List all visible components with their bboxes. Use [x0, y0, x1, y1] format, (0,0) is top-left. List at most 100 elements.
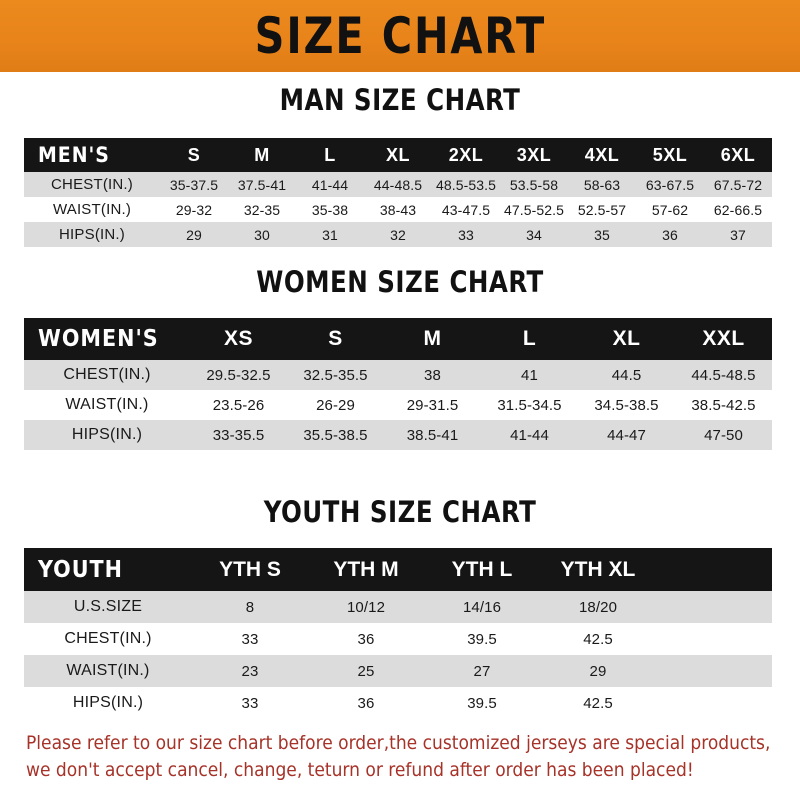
table-row: CHEST(IN.) 35-37.5 37.5-41 41-44 44-48.5…: [24, 172, 772, 197]
youth-ussize-s: 8: [245, 598, 255, 616]
youth-ussize-l: 14/16: [462, 598, 502, 616]
men-size-table: MEN'S S M L XL 2XL 3XL 4XL 5XL 6XL CHEST…: [24, 138, 772, 247]
women-row-label-waist: WAIST(IN.): [65, 396, 149, 413]
table-row: U.S.SIZE 8 10/12 14/16 18/20: [24, 591, 772, 623]
women-waist-xs: 23.5-26: [212, 396, 265, 414]
women-size-header-xs: XS: [223, 327, 253, 350]
men-chest-m: 37.5-41: [237, 176, 287, 193]
youth-size-table: YOUTH YTH S YTH M YTH L YTH XL U.S.SIZE …: [24, 548, 772, 719]
women-row-label-chest: CHEST(IN.): [63, 366, 151, 383]
men-waist-m: 32-35: [243, 201, 281, 218]
women-size-table: WOMEN'S XS S M L XL XXL CHEST(IN.) 29.5-…: [24, 318, 772, 450]
men-waist-3xl: 47.5-52.5: [503, 201, 565, 218]
note-line-2: we don't accept cancel, change, teturn o…: [26, 759, 694, 781]
table-row: CHEST(IN.) 33 36 39.5 42.5: [24, 623, 772, 655]
youth-size-header-s: YTH S: [219, 557, 281, 581]
women-chest-s: 32.5-35.5: [303, 366, 368, 384]
note-line-1: Please refer to our size chart before or…: [26, 732, 771, 754]
youth-waist-empty: [656, 655, 772, 687]
youth-row-label-waist: WAIST(IN.): [66, 662, 150, 679]
men-size-header-xl: XL: [385, 144, 410, 165]
youth-waist-xl: 29: [589, 662, 607, 680]
youth-corner-label: YOUTH: [38, 556, 123, 583]
women-hips-s: 35.5-38.5: [303, 426, 368, 444]
women-size-header-m: M: [423, 327, 442, 350]
women-chest-xl: 44.5: [611, 366, 642, 384]
youth-row-label-chest: CHEST(IN.): [64, 630, 152, 647]
table-row: WAIST(IN.) 23.5-26 26-29 29-31.5 31.5-34…: [24, 390, 772, 420]
table-row: WAIST(IN.) 29-32 32-35 35-38 38-43 43-47…: [24, 197, 772, 222]
page-title: SIZE CHART: [254, 7, 546, 65]
men-size-header-2xl: 2XL: [448, 144, 484, 165]
men-table-header-row: MEN'S S M L XL 2XL 3XL 4XL 5XL 6XL: [24, 138, 772, 172]
men-size-header-6xl: 6XL: [720, 144, 756, 165]
women-row-label-hips: HIPS(IN.): [71, 426, 143, 443]
youth-chest-l: 39.5: [467, 630, 497, 648]
men-waist-l: 35-38: [311, 201, 349, 218]
table-row: HIPS(IN.) 29 30 31 32 33 34 35 36 37: [24, 222, 772, 247]
women-waist-xxl: 38.5-42.5: [691, 396, 756, 414]
men-waist-s: 29-32: [175, 201, 213, 218]
women-waist-l: 31.5-34.5: [497, 396, 562, 414]
men-waist-2xl: 43-47.5: [441, 201, 491, 218]
men-size-header-3xl: 3XL: [516, 144, 552, 165]
men-waist-6xl: 62-66.5: [713, 201, 763, 218]
women-hips-l: 41-44: [510, 426, 549, 444]
youth-size-header-l: YTH L: [451, 557, 513, 581]
men-size-header-l: L: [324, 144, 336, 165]
women-chest-xs: 29.5-32.5: [206, 366, 271, 384]
table-row: HIPS(IN.) 33 36 39.5 42.5: [24, 687, 772, 719]
table-row: CHEST(IN.) 29.5-32.5 32.5-35.5 38 41 44.…: [24, 360, 772, 390]
youth-size-header-m: YTH M: [333, 557, 399, 581]
women-size-header-s: S: [328, 327, 343, 350]
youth-table-header-row: YOUTH YTH S YTH M YTH L YTH XL: [24, 548, 772, 591]
men-chest-3xl: 53.5-58: [509, 176, 559, 193]
women-hips-xxl: 47-50: [704, 426, 743, 444]
youth-ussize-xl: 18/20: [578, 598, 618, 616]
women-corner-label: WOMEN'S: [38, 326, 159, 352]
men-waist-xl: 38-43: [379, 201, 417, 218]
youth-hips-m: 36: [357, 694, 375, 712]
men-chest-s: 35-37.5: [169, 176, 219, 193]
youth-hips-xl: 42.5: [583, 694, 613, 712]
women-size-header-l: L: [522, 327, 537, 350]
table-row: HIPS(IN.) 33-35.5 35.5-38.5 38.5-41 41-4…: [24, 420, 772, 450]
youth-hips-l: 39.5: [467, 694, 497, 712]
youth-chest-xl: 42.5: [583, 630, 613, 648]
page-banner: SIZE CHART: [0, 0, 800, 72]
women-size-header-xxl: XXL: [702, 327, 745, 350]
men-chest-l: 41-44: [311, 176, 349, 193]
women-waist-m: 29-31.5: [406, 396, 459, 414]
women-hips-xs: 33-35.5: [212, 426, 265, 444]
men-row-label-waist: WAIST(IN.): [52, 201, 132, 218]
women-waist-s: 26-29: [316, 396, 355, 414]
men-hips-6xl: 37: [730, 226, 746, 243]
table-row: WAIST(IN.) 23 25 27 29: [24, 655, 772, 687]
youth-row-label-us-size: U.S.SIZE: [73, 598, 143, 615]
men-size-header-5xl: 5XL: [652, 144, 688, 165]
youth-waist-s: 23: [241, 662, 259, 680]
men-hips-xl: 32: [390, 226, 406, 243]
men-hips-5xl: 36: [662, 226, 678, 243]
men-corner-label: MEN'S: [38, 143, 110, 167]
men-hips-4xl: 35: [594, 226, 610, 243]
men-size-header-4xl: 4XL: [584, 144, 620, 165]
youth-waist-m: 25: [357, 662, 375, 680]
youth-hips-empty: [656, 687, 772, 719]
youth-hips-s: 33: [241, 694, 259, 712]
men-size-header-s: S: [187, 144, 201, 165]
youth-size-header-xl: YTH XL: [560, 557, 636, 581]
women-chest-xxl: 44.5-48.5: [691, 366, 756, 384]
men-size-header-m: M: [254, 144, 270, 165]
men-hips-l: 31: [322, 226, 338, 243]
youth-row-label-hips: HIPS(IN.): [72, 694, 144, 711]
women-waist-xl: 34.5-38.5: [594, 396, 659, 414]
women-section-title: WOMEN SIZE CHART: [256, 265, 544, 299]
women-hips-m: 38.5-41: [406, 426, 459, 444]
men-hips-s: 29: [186, 226, 202, 243]
women-chest-m: 38: [424, 366, 441, 384]
women-table-header-row: WOMEN'S XS S M L XL XXL: [24, 318, 772, 360]
men-hips-m: 30: [254, 226, 270, 243]
men-row-label-chest: CHEST(IN.): [51, 176, 133, 193]
